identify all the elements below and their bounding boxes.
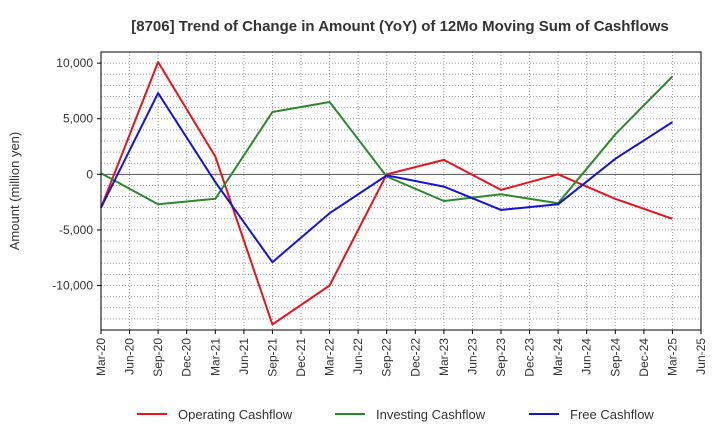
x-tick-label: Mar-25 — [665, 338, 679, 376]
x-tick-label: Sep-20 — [151, 338, 165, 377]
legend-label-operating-cashflow: Operating Cashflow — [178, 407, 293, 422]
x-tick-label: Jun-24 — [580, 338, 594, 375]
y-tick-label: -10,000 — [52, 279, 93, 293]
series-line-free-cashflow — [100, 92, 673, 264]
x-tick-label: Jun-25 — [694, 338, 708, 375]
x-tick-label: Dec-20 — [180, 338, 194, 377]
legend-label-investing-cashflow: Investing Cashflow — [376, 407, 486, 422]
y-tick-label: 0 — [86, 167, 93, 181]
x-tick-label: Dec-23 — [523, 338, 537, 377]
x-axis-ticks: Mar-20 Jun-20 Sep-20 Dec-20 Mar-21 Jun-21 Sep-… — [94, 330, 708, 377]
x-tick-label: Sep-21 — [265, 338, 279, 377]
x-tick-label: Mar-22 — [323, 338, 337, 376]
x-tick-label: Mar-23 — [437, 338, 451, 376]
y-axis-label: Amount (million yen) — [7, 132, 22, 251]
x-tick-label: Sep-22 — [380, 338, 394, 377]
x-tick-label: Dec-21 — [294, 338, 308, 377]
y-tick-label: 5,000 — [63, 112, 93, 126]
x-tick-label: Mar-24 — [551, 338, 565, 376]
x-tick-label: Mar-21 — [208, 338, 222, 376]
chart-title: [8706] Trend of Change in Amount (YoY) o… — [131, 18, 669, 35]
x-tick-label: Sep-24 — [608, 338, 622, 377]
x-tick-label: Mar-20 — [94, 338, 108, 376]
y-axis-ticks: 10,000 5,000 0 -5,000 -10,000 — [52, 56, 101, 293]
y-tick-label: 10,000 — [56, 56, 93, 70]
x-tick-label: Dec-24 — [637, 338, 651, 377]
x-tick-label: Jun-22 — [351, 338, 365, 375]
legend-label-free-cashflow: Free Cashflow — [570, 407, 654, 422]
x-tick-label: Jun-20 — [123, 338, 137, 375]
series-line-operating-cashflow — [100, 61, 673, 326]
legend: Operating Cashflow Investing Cashflow Free… — [137, 407, 654, 422]
plot-frame — [100, 51, 702, 331]
grid — [101, 52, 701, 330]
series-layer — [100, 61, 674, 326]
y-tick-label: -5,000 — [59, 223, 93, 237]
x-tick-label: Jun-23 — [465, 338, 479, 375]
x-tick-label: Jun-21 — [237, 338, 251, 375]
x-tick-label: Dec-22 — [408, 338, 422, 377]
x-tick-label: Sep-23 — [494, 338, 508, 377]
